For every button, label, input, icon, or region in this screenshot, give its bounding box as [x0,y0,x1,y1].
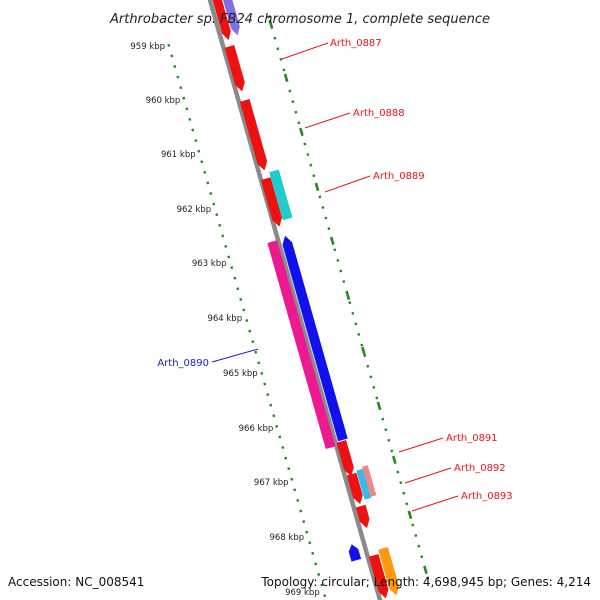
tick-label: 962 kbp [177,205,212,215]
gene-arrow[interactable] [261,177,282,227]
tick-mark [376,401,382,411]
tick-label: 960 kbp [146,96,181,106]
gene-arrow[interactable] [267,240,336,449]
gene-label[interactable]: Arth_0888 [353,108,405,119]
genome-summary-text: Topology: circular; Length: 4,698,945 bp… [260,575,591,589]
gene-arrow[interactable] [222,0,240,36]
tick-label: 966 kbp [239,424,274,434]
accession-text: Accession: NC_008541 [8,575,144,589]
label-leader-line [411,495,459,512]
backbone-line [207,0,383,600]
tick-mark [299,127,304,137]
gene-label[interactable]: Arth_0887 [330,38,382,49]
gene-labels: Arth_0887 Arth_0888 Arth_0889 Arth_0890 Arth… [157,38,512,502]
gene-arrow[interactable] [346,472,363,505]
tick-mark [423,565,428,575]
label-leader-line [398,437,444,453]
label-leader-line [404,467,452,484]
tick-mark [361,346,366,356]
gene-arrow[interactable] [368,554,389,599]
gene-arrow[interactable] [269,169,293,221]
tick-label: 965 kbp [223,369,258,379]
tick-mark [329,236,335,246]
gene-label[interactable]: Arth_0890 [157,358,209,369]
gene-arrow[interactable] [355,504,370,529]
gene-label[interactable]: Arth_0891 [446,433,498,444]
tick-mark [314,182,320,192]
gene-label[interactable]: Arth_0893 [461,491,513,502]
tick-mark [283,73,289,83]
gene-label[interactable]: Arth_0889 [373,171,425,182]
gene-arrow[interactable] [378,547,399,596]
chromosome-backbone [207,0,383,600]
label-leader-line [211,348,259,363]
tick-mark [407,510,413,520]
tick-label: 964 kbp [207,314,242,324]
gene-arrow[interactable] [356,468,372,500]
label-leader-line [324,175,371,193]
gene-arrow[interactable] [224,45,245,92]
tick-label: 969 kbp [285,588,320,598]
map-title: Arthrobacter sp. FB24 chromosome 1, comp… [109,12,490,27]
gene-arrow[interactable] [212,0,231,41]
gene-arrow[interactable] [348,544,362,562]
gene-label[interactable]: Arth_0892 [454,463,506,474]
tick-label: 961 kbp [161,150,196,160]
tick-label: 968 kbp [270,533,305,543]
gene-features [212,0,399,599]
gene-arrow[interactable] [336,440,354,477]
label-leader-lines [211,42,459,512]
tick-mark [345,291,351,301]
position-ticks: 959 kbp 960 kbp 961 kbp 962 kbp 963 kbp 964 k… [130,19,428,598]
label-leader-line [281,42,329,60]
gene-arrow[interactable] [362,465,377,497]
tick-mark [268,19,274,29]
gene-arrow[interactable] [239,99,268,171]
tick-label: 967 kbp [254,478,289,488]
gene-arrow[interactable] [282,235,348,442]
tick-label: 959 kbp [130,42,165,52]
tick-mark [391,455,397,465]
tick-label: 963 kbp [192,259,227,269]
label-leader-line [304,112,351,129]
